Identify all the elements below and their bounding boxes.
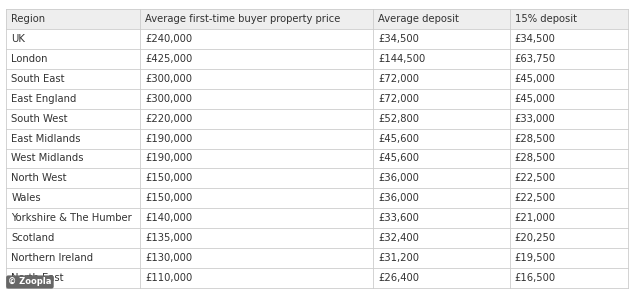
Text: £144,500: £144,500 xyxy=(378,54,425,64)
Bar xyxy=(6,69,628,89)
Bar xyxy=(6,9,628,29)
Bar xyxy=(6,268,628,288)
Bar xyxy=(6,148,628,168)
Text: Region: Region xyxy=(11,14,46,24)
Bar xyxy=(6,188,628,208)
Text: £300,000: £300,000 xyxy=(145,74,192,84)
Text: £34,500: £34,500 xyxy=(515,34,555,44)
Text: £130,000: £130,000 xyxy=(145,253,192,263)
Text: £150,000: £150,000 xyxy=(145,173,192,183)
Bar xyxy=(6,29,628,49)
Text: £140,000: £140,000 xyxy=(145,213,192,223)
Bar xyxy=(6,89,628,109)
Bar xyxy=(6,228,628,248)
Text: Wales: Wales xyxy=(11,193,41,203)
Text: © Zoopla: © Zoopla xyxy=(8,278,51,286)
Text: South East: South East xyxy=(11,74,65,84)
Text: £33,600: £33,600 xyxy=(378,213,419,223)
Text: £20,250: £20,250 xyxy=(515,233,556,243)
Text: £28,500: £28,500 xyxy=(515,134,555,143)
Text: East England: East England xyxy=(11,94,77,104)
Text: £34,500: £34,500 xyxy=(378,34,419,44)
Text: Average deposit: Average deposit xyxy=(378,14,459,24)
Text: £52,800: £52,800 xyxy=(378,114,419,124)
Text: £190,000: £190,000 xyxy=(145,134,192,143)
Text: North West: North West xyxy=(11,173,67,183)
Text: London: London xyxy=(11,54,48,64)
Text: £220,000: £220,000 xyxy=(145,114,192,124)
Text: UK: UK xyxy=(11,34,25,44)
Text: £31,200: £31,200 xyxy=(378,253,419,263)
Text: £19,500: £19,500 xyxy=(515,253,556,263)
Text: Yorkshire & The Humber: Yorkshire & The Humber xyxy=(11,213,132,223)
Text: Scotland: Scotland xyxy=(11,233,55,243)
Text: £110,000: £110,000 xyxy=(145,273,192,283)
Text: £36,000: £36,000 xyxy=(378,193,419,203)
Text: £45,600: £45,600 xyxy=(378,134,419,143)
Bar xyxy=(6,248,628,268)
Text: £425,000: £425,000 xyxy=(145,54,192,64)
Bar xyxy=(6,109,628,129)
Text: £240,000: £240,000 xyxy=(145,34,192,44)
Bar xyxy=(6,129,628,148)
Text: South West: South West xyxy=(11,114,68,124)
Text: £135,000: £135,000 xyxy=(145,233,192,243)
Text: £72,000: £72,000 xyxy=(378,94,419,104)
Text: £190,000: £190,000 xyxy=(145,154,192,164)
Text: £16,500: £16,500 xyxy=(515,273,556,283)
Text: £22,500: £22,500 xyxy=(515,193,556,203)
Text: Average first-time buyer property price: Average first-time buyer property price xyxy=(145,14,340,24)
Text: £45,600: £45,600 xyxy=(378,154,419,164)
Bar xyxy=(6,168,628,188)
Bar xyxy=(6,49,628,69)
Text: £72,000: £72,000 xyxy=(378,74,419,84)
Bar xyxy=(6,208,628,228)
Text: £45,000: £45,000 xyxy=(515,74,555,84)
Text: £32,400: £32,400 xyxy=(378,233,419,243)
Text: East Midlands: East Midlands xyxy=(11,134,81,143)
Text: £22,500: £22,500 xyxy=(515,173,556,183)
Text: West Midlands: West Midlands xyxy=(11,154,84,164)
Text: £63,750: £63,750 xyxy=(515,54,556,64)
Text: £21,000: £21,000 xyxy=(515,213,555,223)
Text: £45,000: £45,000 xyxy=(515,94,555,104)
Text: North East: North East xyxy=(11,273,64,283)
Text: Northern Ireland: Northern Ireland xyxy=(11,253,94,263)
Text: £150,000: £150,000 xyxy=(145,193,192,203)
Text: £300,000: £300,000 xyxy=(145,94,192,104)
Text: £36,000: £36,000 xyxy=(378,173,419,183)
Text: 15% deposit: 15% deposit xyxy=(515,14,577,24)
Text: £26,400: £26,400 xyxy=(378,273,419,283)
Text: £28,500: £28,500 xyxy=(515,154,555,164)
Text: £33,000: £33,000 xyxy=(515,114,555,124)
